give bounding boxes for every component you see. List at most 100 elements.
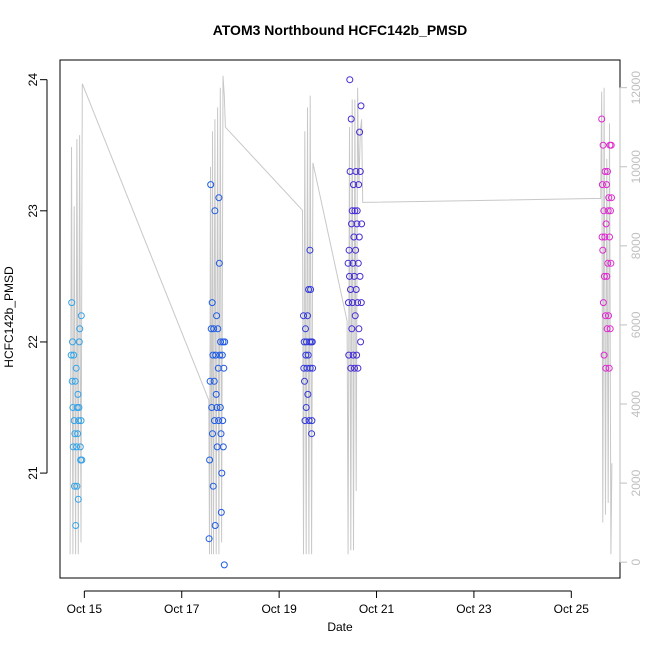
data-point — [210, 377, 218, 385]
y-tick-label: 23 — [26, 204, 40, 218]
data-point — [353, 351, 361, 359]
data-point — [608, 194, 615, 202]
data-point — [357, 102, 365, 110]
data-point — [598, 181, 606, 189]
data-point — [206, 456, 214, 464]
data-point — [352, 286, 360, 293]
data-point — [72, 364, 80, 372]
data-point — [348, 220, 355, 228]
data-point — [306, 364, 314, 372]
data-point — [68, 299, 76, 307]
right-tick-label: 10000 — [629, 150, 643, 184]
data-point — [73, 443, 81, 451]
data-point — [218, 351, 226, 359]
data-point — [606, 325, 614, 333]
data-point — [212, 351, 220, 359]
data-point — [213, 404, 221, 411]
data-point — [305, 286, 313, 293]
data-point — [301, 417, 309, 425]
data-point — [344, 259, 352, 267]
data-point — [75, 404, 83, 411]
data-point — [213, 312, 221, 320]
data-point — [356, 168, 364, 175]
data-point — [71, 430, 79, 438]
data-point — [350, 233, 358, 241]
data-point — [346, 76, 354, 84]
data-point — [74, 495, 82, 503]
data-point — [216, 404, 224, 411]
data-point — [358, 220, 366, 228]
data-point — [606, 233, 613, 241]
y-axis-right: 0 2000 4000 6000 8000 10000 12000 — [619, 71, 643, 566]
data-point — [604, 168, 611, 175]
data-point — [77, 417, 85, 425]
data-point — [302, 325, 309, 333]
data-point — [603, 272, 611, 280]
data-point — [600, 272, 608, 280]
right-tick-label: 0 — [629, 559, 643, 566]
data-point — [601, 168, 609, 175]
data-point — [217, 430, 225, 438]
data-point — [599, 141, 607, 149]
data-point — [220, 561, 228, 569]
data-point — [602, 364, 610, 372]
x-tick-label: Oct 19 — [261, 602, 297, 616]
y-tick-label: 21 — [26, 466, 40, 480]
data-point — [605, 364, 613, 372]
data-point — [356, 272, 364, 280]
data-point — [71, 377, 79, 385]
x-axis: Oct 15 Oct 17 Oct 19 Oct 21 Oct 23 Oct 25 — [67, 590, 589, 616]
data-point — [347, 364, 355, 372]
data-point — [354, 364, 362, 372]
data-point — [301, 377, 308, 385]
data-point — [206, 377, 214, 385]
data-point — [220, 364, 228, 372]
plot-frame — [59, 59, 621, 579]
chart-title: ATOM3 Northbound HCFC142b_PMSD — [213, 22, 468, 38]
data-point — [218, 469, 226, 477]
data-point — [207, 181, 215, 189]
data-point — [357, 338, 365, 346]
data-point — [76, 443, 84, 451]
data-point — [219, 417, 227, 425]
data-point — [349, 299, 356, 307]
data-point — [603, 181, 610, 189]
y-tick-label: 22 — [26, 335, 40, 349]
altitude-line — [69, 75, 613, 555]
data-point — [74, 430, 82, 438]
data-point — [604, 259, 612, 267]
data-point — [302, 404, 310, 411]
data-point — [355, 325, 363, 333]
data-point — [351, 364, 358, 372]
data-point — [605, 312, 612, 320]
points-layer — [67, 76, 615, 569]
data-point — [215, 417, 223, 425]
data-point — [305, 417, 313, 425]
x-tick-label: Oct 17 — [164, 602, 200, 616]
x-axis-label: Date — [327, 620, 353, 634]
data-point — [345, 351, 353, 359]
data-point — [77, 312, 85, 320]
data-point — [601, 233, 609, 241]
data-point — [214, 325, 222, 333]
data-point — [217, 338, 225, 346]
data-point — [217, 508, 225, 516]
data-point — [209, 430, 216, 438]
data-point — [73, 482, 81, 490]
data-point — [215, 194, 223, 202]
data-point — [345, 299, 352, 307]
data-point — [74, 390, 82, 398]
data-point — [354, 299, 362, 307]
data-point — [221, 338, 229, 346]
data-point — [307, 286, 315, 293]
data-point — [349, 259, 357, 267]
y-axis-left: 21 22 23 24 — [26, 73, 48, 480]
data-point — [219, 443, 227, 451]
right-tick-label: 4000 — [629, 390, 643, 417]
data-point — [355, 181, 363, 189]
data-point — [306, 246, 314, 254]
data-point — [346, 272, 353, 280]
data-point — [348, 325, 356, 333]
data-point — [208, 404, 216, 411]
data-point — [209, 482, 217, 490]
